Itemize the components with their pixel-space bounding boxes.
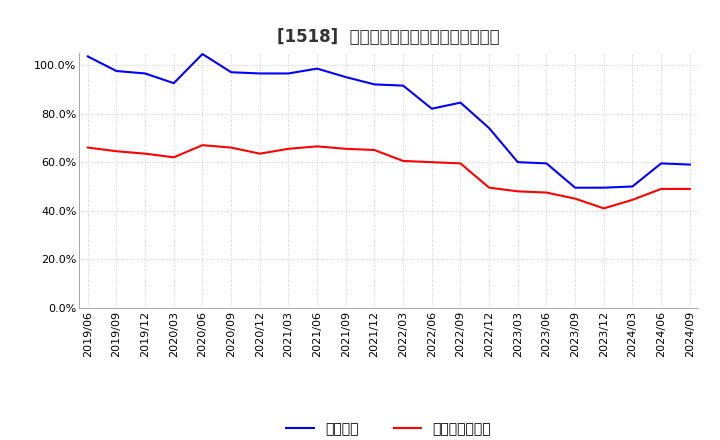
固定長期適合率	[256, 151, 264, 156]
固定比率	[169, 81, 178, 86]
固定比率	[456, 100, 465, 105]
固定比率	[485, 125, 493, 131]
固定比率	[399, 83, 408, 88]
固定比率	[84, 54, 92, 59]
固定長期適合率	[312, 144, 321, 149]
固定長期適合率	[284, 146, 293, 151]
固定長期適合率	[84, 145, 92, 150]
固定比率	[256, 71, 264, 76]
固定長期適合率	[198, 143, 207, 148]
固定長期適合率	[428, 160, 436, 165]
固定長期適合率	[571, 196, 580, 201]
固定比率	[542, 161, 551, 166]
固定長期適合率	[600, 206, 608, 211]
固定長期適合率	[456, 161, 465, 166]
固定比率	[312, 66, 321, 71]
固定長期適合率	[399, 158, 408, 164]
固定長期適合率	[370, 147, 379, 153]
固定長期適合率	[628, 197, 636, 202]
固定比率	[198, 51, 207, 57]
固定比率	[284, 71, 293, 76]
固定長期適合率	[227, 145, 235, 150]
固定長期適合率	[169, 155, 178, 160]
固定長期適合率	[685, 186, 694, 191]
固定長期適合率	[657, 186, 665, 191]
固定比率	[685, 162, 694, 167]
固定比率	[600, 185, 608, 191]
固定比率	[571, 185, 580, 191]
固定比率	[657, 161, 665, 166]
固定比率	[370, 82, 379, 87]
Title: [1518]  固定比率、固定長期適合率の推移: [1518] 固定比率、固定長期適合率の推移	[277, 28, 500, 46]
固定長期適合率	[341, 146, 350, 151]
固定比率	[628, 184, 636, 189]
固定長期適合率	[485, 185, 493, 191]
Line: 固定長期適合率: 固定長期適合率	[88, 145, 690, 209]
固定比率	[141, 71, 150, 76]
固定比率	[513, 160, 522, 165]
固定比率	[428, 106, 436, 111]
固定長期適合率	[112, 149, 121, 154]
固定長期適合率	[513, 189, 522, 194]
Legend: 固定比率, 固定長期適合率: 固定比率, 固定長期適合率	[287, 422, 491, 436]
固定比率	[227, 70, 235, 75]
Line: 固定比率: 固定比率	[88, 54, 690, 188]
固定長期適合率	[141, 151, 150, 156]
固定比率	[112, 68, 121, 73]
固定長期適合率	[542, 190, 551, 195]
固定比率	[341, 74, 350, 80]
